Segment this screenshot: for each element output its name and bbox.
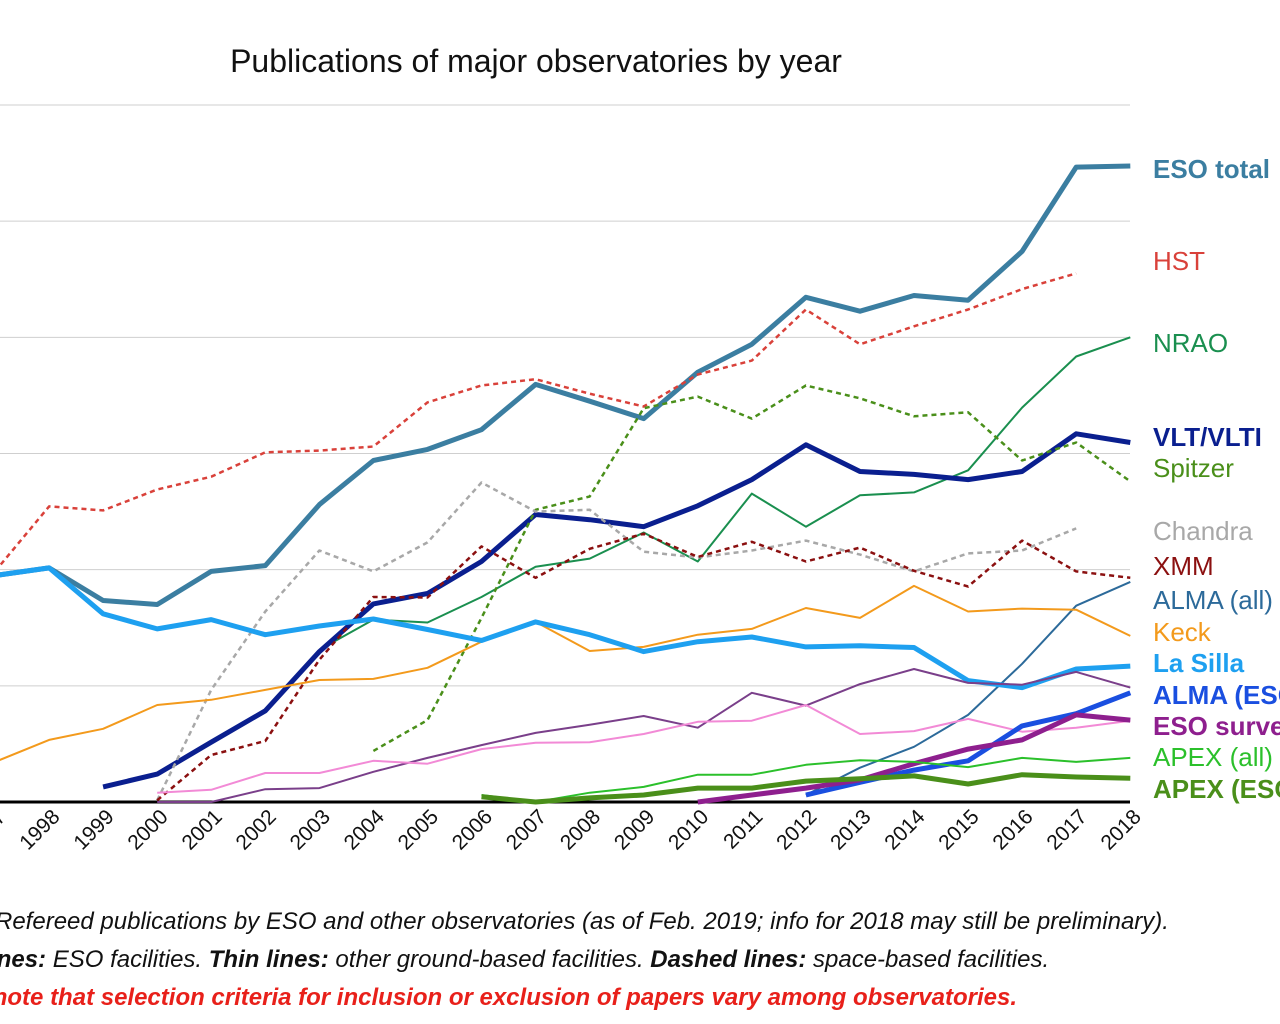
x-tick-label: 2009: [610, 805, 659, 854]
series-line: [481, 772, 1131, 805]
grid: [0, 104, 1130, 803]
note-part: other ground-based facilities.: [329, 946, 651, 973]
x-tick-label: 2008: [556, 805, 605, 854]
note: Please note that selection criteria for …: [0, 984, 1017, 1011]
note: Refereed publications by ESO and other o…: [0, 908, 1169, 935]
series-line: [157, 704, 1131, 794]
x-tick-label: 2001: [177, 805, 226, 854]
series-line: [0, 565, 1131, 691]
series-line: [157, 668, 1131, 803]
note-part: Thin lines:: [209, 946, 329, 973]
series-label: APEX (all): [1153, 742, 1273, 772]
series-line: [372, 384, 1132, 752]
x-tick-label: 2007: [502, 805, 551, 854]
series-line: [0, 272, 1077, 568]
x-tick-label: 2011: [719, 805, 767, 853]
note: Thick lines: ESO facilities. Thin lines:…: [0, 946, 1049, 973]
series-label: VLT/VLTI: [1153, 422, 1262, 452]
x-tick-label: 2002: [232, 805, 281, 854]
x-tick-label: 2004: [340, 805, 390, 855]
series-label: Keck: [1153, 617, 1212, 647]
note-part: Dashed lines:: [650, 946, 806, 973]
x-tick-label: 2015: [934, 805, 983, 854]
chart-title: Publications of major observatories by y…: [230, 43, 842, 79]
x-tick-label: 2010: [664, 805, 713, 854]
x-tick-label: 2012: [772, 805, 821, 854]
x-tick-label: 1997: [0, 805, 11, 854]
series-label: XMM: [1153, 551, 1214, 581]
x-tick-label: 2014: [880, 805, 930, 855]
series-line: [0, 163, 1131, 607]
x-tick-label: 1998: [15, 805, 64, 854]
series-label: ALMA (all): [1153, 585, 1273, 615]
x-tick-label: 2000: [123, 805, 172, 854]
series-line: [156, 532, 1131, 802]
x-tick-label: 2016: [988, 805, 1037, 854]
x-tick-label: 2013: [826, 805, 875, 854]
series-line: [697, 712, 1131, 805]
x-tick-label: 2018: [1096, 805, 1145, 854]
x-tick-label: 2005: [394, 805, 443, 854]
series-label: NRAO: [1153, 328, 1228, 358]
x-tick-label: 2006: [448, 805, 497, 854]
series-line: [805, 580, 1131, 796]
note-part: ESO facilities.: [46, 946, 209, 973]
series-label: La Silla: [1153, 648, 1245, 678]
series-label: ESO total: [1153, 154, 1270, 184]
series-line: [102, 431, 1131, 790]
x-tick-label: 1999: [69, 805, 118, 854]
series-label: Spitzer: [1153, 453, 1234, 483]
series-line: [0, 584, 1131, 761]
series-line: [318, 336, 1131, 651]
x-tick-label: 2003: [286, 805, 335, 854]
series-label: HST: [1153, 246, 1205, 276]
series-line: [156, 481, 1077, 801]
note-part: Thick lines:: [0, 946, 46, 973]
x-tick-label: 2017: [1042, 805, 1091, 854]
series-line: [481, 756, 1131, 803]
series-label: ESO surveys: [1153, 711, 1280, 741]
series-label: APEX (ESO): [1153, 774, 1280, 804]
note-part: space-based facilities.: [806, 946, 1049, 973]
series-label: Chandra: [1153, 516, 1253, 546]
series-label: ALMA (ESO): [1153, 680, 1280, 710]
